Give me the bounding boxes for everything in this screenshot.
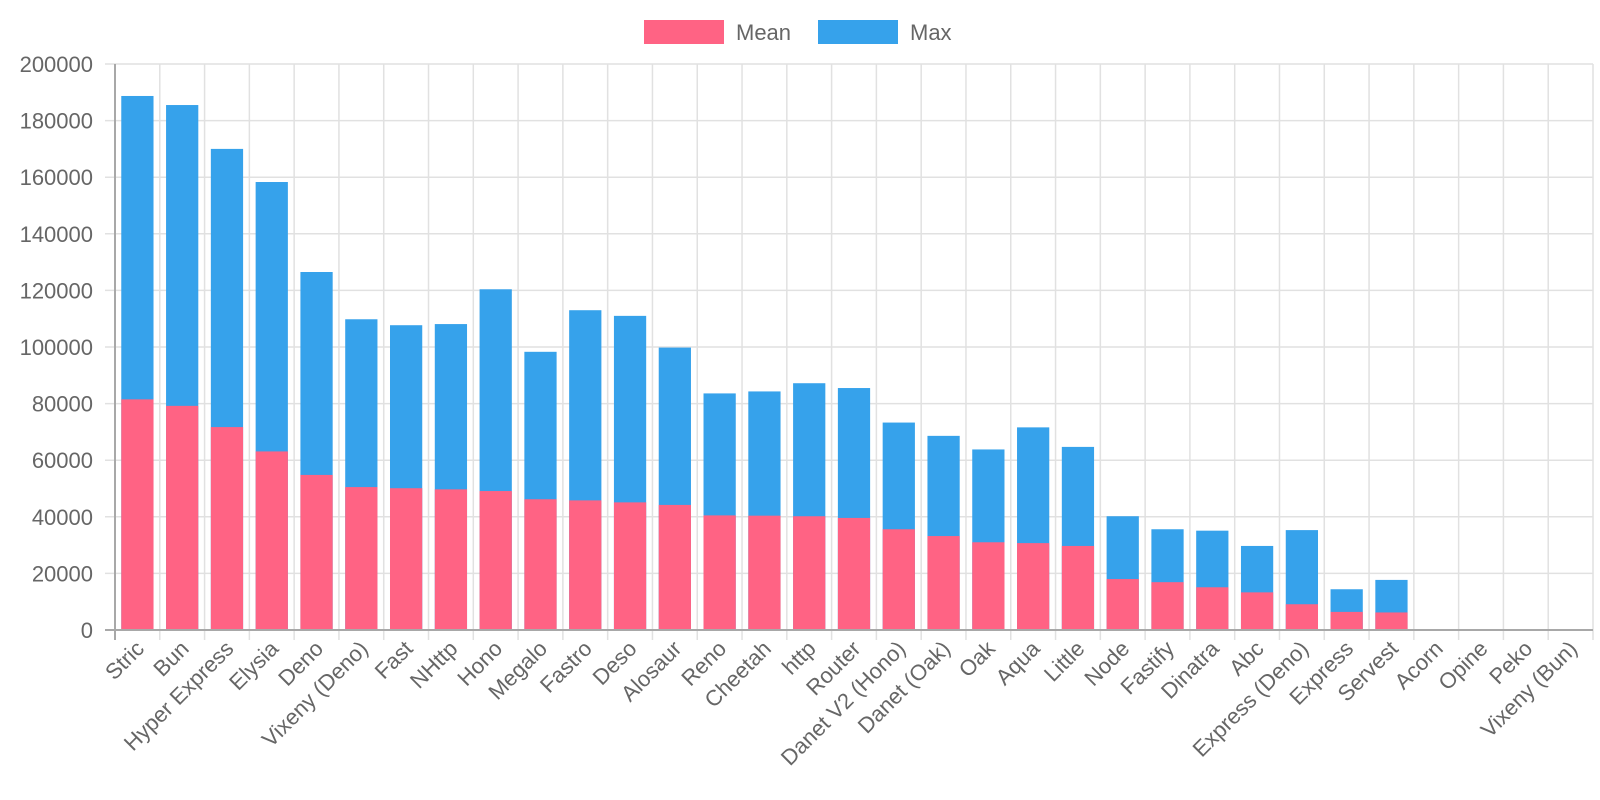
bar-mean-servest[interactable] xyxy=(1375,612,1408,630)
x-tick-label: Fastro xyxy=(535,636,597,698)
bar-mean-danet-oak[interactable] xyxy=(927,536,960,630)
y-tick-label: 200000 xyxy=(20,52,93,77)
bar-mean-hyper-express[interactable] xyxy=(210,427,244,630)
bar-mean-elysia[interactable] xyxy=(255,451,288,630)
y-tick-label: 60000 xyxy=(32,448,93,473)
bar-mean-fastify[interactable] xyxy=(1151,582,1184,630)
bar-mean-express[interactable] xyxy=(1330,611,1363,630)
x-tick-label: Opine xyxy=(1433,636,1492,695)
y-axis-ticks: 0 20000 40000 60000 80000 100000 120000 140000 1… xyxy=(20,52,93,643)
x-tick-label: NHttp xyxy=(405,636,462,693)
bar-mean-express-deno[interactable] xyxy=(1285,604,1319,630)
legend-swatch-max xyxy=(818,20,898,44)
bar-mean-cheetah[interactable] xyxy=(748,515,781,630)
bar-mean-megalo[interactable] xyxy=(524,499,557,630)
bar-mean-abc[interactable] xyxy=(1240,592,1274,630)
y-tick-label: 20000 xyxy=(32,561,93,586)
bar-mean-nhttp[interactable] xyxy=(434,489,468,630)
bars xyxy=(121,95,1408,631)
y-tick-label: 120000 xyxy=(20,278,93,303)
y-tick-label: 100000 xyxy=(20,335,93,360)
legend-item-mean[interactable]: Mean xyxy=(644,20,791,45)
x-tick-label: Acorn xyxy=(1389,636,1447,694)
x-tick-label: Elysia xyxy=(224,635,284,695)
bar-mean-little[interactable] xyxy=(1061,545,1095,630)
bar-mean-fast[interactable] xyxy=(389,488,423,630)
legend: Mean Max xyxy=(644,20,952,45)
legend-item-max[interactable]: Max xyxy=(818,20,952,45)
x-tick-label: Little xyxy=(1039,636,1090,687)
bar-mean-hono[interactable] xyxy=(479,491,512,630)
bar-mean-danet-v2-hono[interactable] xyxy=(882,529,915,630)
bar-mean-router[interactable] xyxy=(837,517,871,630)
bar-mean-vixeny-deno[interactable] xyxy=(345,487,378,630)
bar-mean-reno[interactable] xyxy=(703,515,736,630)
legend-label-mean: Mean xyxy=(736,20,791,45)
y-tick-label: 180000 xyxy=(20,109,93,134)
bar-mean-alosaur[interactable] xyxy=(658,504,691,630)
x-tick-label: Aqua xyxy=(991,635,1046,690)
legend-swatch-mean xyxy=(644,20,724,44)
bar-mean-bun[interactable] xyxy=(166,405,199,630)
bar-mean-deno[interactable] xyxy=(300,474,333,630)
y-tick-label: 80000 xyxy=(32,392,93,417)
y-tick-label: 0 xyxy=(81,618,93,643)
bar-mean-node[interactable] xyxy=(1106,579,1139,630)
bar-mean-aqua[interactable] xyxy=(1017,543,1050,630)
y-tick-label: 40000 xyxy=(32,505,93,530)
bar-mean-http[interactable] xyxy=(793,516,826,630)
bar-mean-oak[interactable] xyxy=(972,542,1005,630)
legend-label-max: Max xyxy=(910,20,952,45)
x-tick-label: Stric xyxy=(100,636,149,685)
bar-mean-stric[interactable] xyxy=(121,399,154,630)
bar-mean-fastro[interactable] xyxy=(569,500,602,630)
y-tick-label: 140000 xyxy=(20,222,93,247)
axes xyxy=(105,64,1593,640)
bar-mean-dinatra[interactable] xyxy=(1196,587,1229,630)
bar-mean-deso[interactable] xyxy=(613,502,647,630)
y-tick-label: 160000 xyxy=(20,165,93,190)
